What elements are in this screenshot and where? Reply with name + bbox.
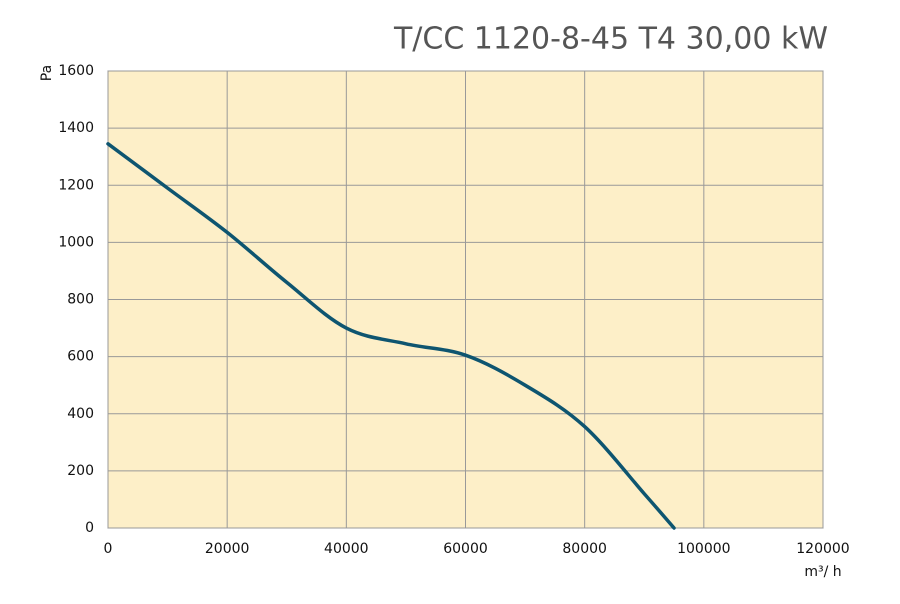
y-tick-label: 1000 (58, 234, 94, 250)
x-tick-label: 40000 (324, 541, 369, 557)
y-tick-label: 400 (67, 406, 94, 422)
x-tick-label: 20000 (205, 541, 250, 557)
x-axis-label: m³/ h (804, 564, 841, 580)
y-tick-label: 0 (85, 520, 94, 536)
x-tick-label: 0 (104, 541, 113, 557)
x-tick-label: 60000 (443, 541, 488, 557)
curve (106, 142, 676, 530)
y-tick-label: 1200 (58, 177, 94, 193)
x-tick-label: 100000 (677, 541, 730, 557)
y-tick-label: 200 (67, 463, 94, 479)
y-tick-label: 1600 (58, 63, 94, 79)
y-tick-label: 1400 (58, 120, 94, 136)
x-tick-label: 120000 (796, 541, 849, 557)
y-axis-label: Pa (39, 65, 55, 81)
x-tick-label: 80000 (562, 541, 607, 557)
y-tick-label: 800 (67, 292, 94, 308)
y-tick-label: 600 (67, 349, 94, 365)
chart-title: T/CC 1120-8-45 T4 30,00 kW (393, 22, 828, 57)
